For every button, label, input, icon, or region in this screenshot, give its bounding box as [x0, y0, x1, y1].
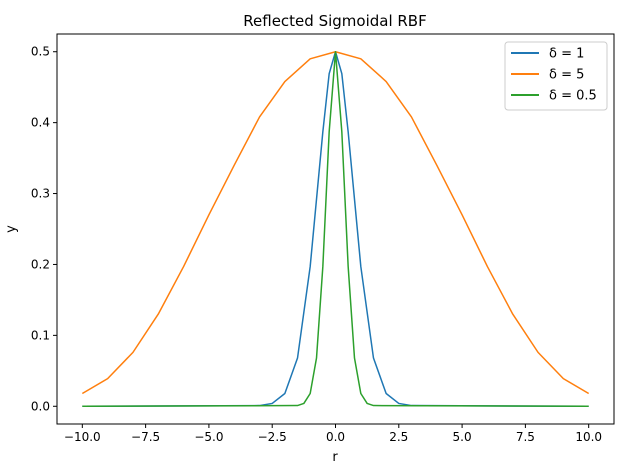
y-tick-label: 0.3 — [31, 187, 50, 201]
x-tick-label: 0.0 — [326, 430, 345, 444]
legend-label-1: δ = 1 — [549, 47, 584, 62]
legend-label-3: δ = 0.5 — [549, 89, 597, 104]
y-tick-label: 0.1 — [31, 328, 50, 342]
x-tick-label: 10.0 — [575, 430, 602, 444]
y-tick-label: 0.2 — [31, 257, 50, 271]
series-layer — [81, 50, 590, 408]
x-tick-label: 7.5 — [516, 430, 535, 444]
y-tick-label: 0.5 — [31, 45, 50, 59]
legend-box — [504, 41, 608, 111]
x-tick-label: −7.5 — [131, 430, 160, 444]
x-tick-label: −2.5 — [258, 430, 287, 444]
chart-title: Reflected Sigmoidal RBF — [243, 12, 426, 30]
plot-frame — [56, 33, 615, 425]
y-tick-label: 0.0 — [31, 399, 50, 413]
x-tick-label: −5.0 — [194, 430, 223, 444]
x-tick-label: −10.0 — [64, 430, 101, 444]
x-axis-ticks: −10.0 −7.5 −5.0 −2.5 0.0 2.5 5.0 7.5 10.0 — [64, 424, 602, 444]
legend: δ = 1 δ = 5 δ = 0.5 — [504, 41, 608, 111]
x-axis-label: r — [332, 450, 338, 465]
legend-label-2: δ = 5 — [549, 68, 584, 83]
y-axis-ticks: 0.0 0.1 0.2 0.3 0.4 0.5 — [31, 45, 57, 413]
y-axis-label: y — [4, 225, 19, 233]
y-tick-label: 0.4 — [31, 116, 50, 130]
x-tick-label: 5.0 — [453, 430, 472, 444]
series-line-3 — [82, 50, 589, 408]
x-tick-label: 2.5 — [389, 430, 408, 444]
